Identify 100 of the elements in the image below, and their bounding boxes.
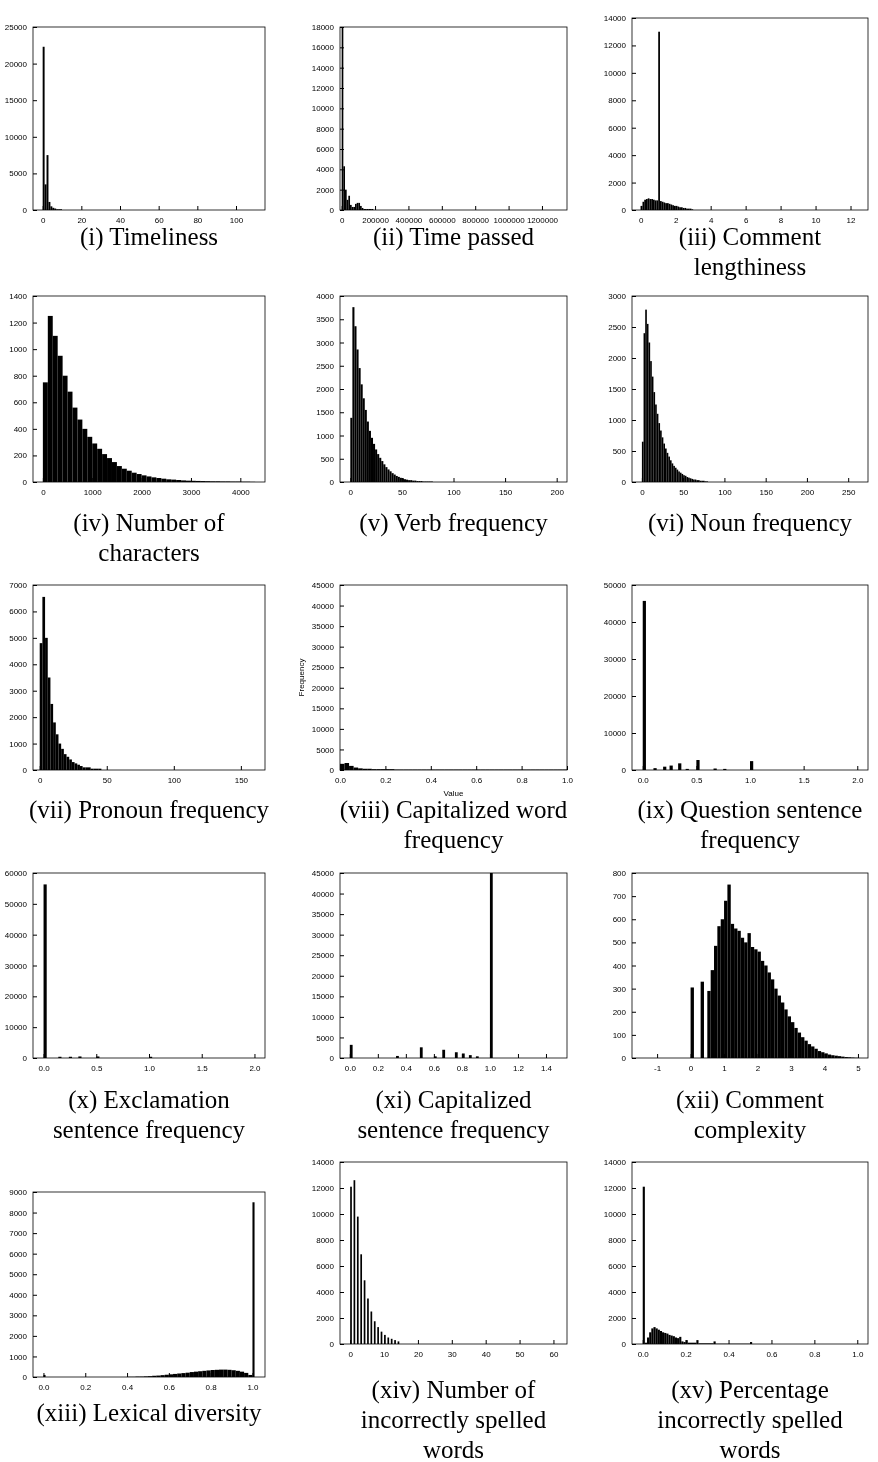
y-tick-label: 0 [621, 478, 627, 488]
y-tick-label: 5000 [9, 1270, 28, 1280]
x-tick-label: 150 [234, 775, 249, 785]
text: (vii) Pronoun frequency [27, 795, 271, 825]
x-tick-label: 2 [755, 1063, 761, 1073]
y-tick-label: 800 [612, 869, 627, 879]
y-tick-label: 2000 [316, 385, 335, 395]
y-tick-label: 0 [621, 1340, 627, 1350]
y-tick-label: 10000 [4, 1023, 28, 1033]
y-tick-label: 12000 [311, 84, 335, 94]
x-tick-label: 0.0 [38, 1382, 51, 1392]
y-tick-label: 8000 [608, 1236, 627, 1246]
y-tick-label: 5000 [9, 633, 28, 643]
x-tick-label: 1000 [83, 487, 103, 497]
y-tick-label: 35000 [311, 910, 335, 920]
y-tick-label: 6000 [608, 1262, 627, 1272]
x-tick-label: 1.0 [247, 1382, 260, 1392]
x-tick-label: 1000000 [493, 215, 526, 225]
text: (iii) Comment lengthiness [678, 223, 822, 280]
x-tick-label: 0 [639, 215, 645, 225]
y-tick-label: 12000 [603, 41, 627, 51]
x-tick-label: 1200000 [526, 215, 559, 225]
y-tick-label: 10000 [603, 68, 627, 78]
x-tick-label: 0.0 [637, 775, 650, 785]
x-tick-label: 0.0 [344, 1063, 357, 1073]
text: (xii) Comment complexity [675, 1085, 825, 1145]
x-tick-label: 150 [759, 487, 774, 497]
text: (xiii) Lexical diversity [35, 1398, 263, 1428]
y-tick-label: 4000 [9, 1290, 28, 1300]
x-tick-label: 40 [116, 215, 126, 225]
y-tick-label: 20000 [4, 992, 28, 1002]
x-tick-label: 600000 [428, 215, 457, 225]
y-tick-label: 600 [612, 915, 627, 925]
y-tick-label: 12000 [311, 1184, 335, 1194]
x-tick-label: 10 [811, 215, 822, 225]
y-tick-label: 8000 [316, 1236, 335, 1246]
x-tick-label: 0.2 [372, 1063, 385, 1073]
y-tick-label: 0 [621, 766, 627, 776]
x-tick-label: 1.0 [561, 775, 574, 785]
text: (ii) Time passed [372, 223, 535, 250]
x-tick-label: 4 [708, 215, 714, 225]
x-tick-label: 1.0 [852, 1349, 864, 1359]
y-tick-label: 6000 [9, 1249, 28, 1259]
y-tick-label: 18000 [311, 23, 335, 33]
y-tick-label: 1000 [9, 739, 28, 749]
x-tick-label: 50 [679, 487, 689, 497]
y-tick-label: 600 [13, 398, 28, 408]
x-tick-label: 0.6 [163, 1382, 176, 1392]
x-tick-label: 3 [789, 1063, 795, 1073]
y-tick-label: 0 [329, 1054, 335, 1064]
y-tick-label: 400 [13, 424, 28, 434]
x-tick-label: 0.8 [456, 1063, 469, 1073]
y-tick-label: 40000 [4, 930, 28, 940]
text: (xv) Percentage incorrectly spelled words [656, 1375, 844, 1462]
x-tick-label: 0 [688, 1063, 694, 1073]
y-tick-label: 2500 [316, 361, 335, 371]
x-tick-label: 8 [778, 215, 784, 225]
x-tick-label: 100 [229, 215, 244, 225]
y-tick-label: 40000 [311, 601, 335, 611]
x-tick-label: 50 [102, 775, 113, 785]
y-tick-label: 0 [22, 1373, 28, 1383]
y-tick-label: 30000 [311, 642, 335, 652]
x-tick-label: 1.0 [143, 1063, 156, 1073]
x-tick-label: 60 [154, 215, 165, 225]
x-tick-label: 0 [348, 1349, 354, 1359]
y-tick-label: 3000 [9, 1311, 28, 1321]
y-tick-label: 30000 [603, 655, 627, 665]
y-tick-label: 5000 [316, 745, 335, 755]
y-tick-label: 14000 [603, 14, 627, 24]
y-tick-label: 2000 [608, 178, 627, 188]
y-tick-label: 25000 [311, 663, 335, 673]
x-tick-label: 20 [77, 215, 87, 225]
x-tick-label: 0.4 [121, 1382, 134, 1392]
x-tick-label: 50 [515, 1349, 526, 1359]
y-tick-label: 2000 [316, 1314, 335, 1324]
y-tick-label: 100 [612, 1030, 627, 1040]
y-tick-label: 2500 [608, 323, 627, 333]
y-tick-label: 3000 [316, 338, 335, 348]
x-tick-label: 0 [348, 487, 354, 497]
x-tick-label: 2.0 [249, 1063, 262, 1073]
y-tick-label: 8000 [608, 96, 627, 106]
x-tick-label: 4 [822, 1063, 828, 1073]
x-tick-label: 0.2 [680, 1349, 693, 1359]
y-tick-label: 6000 [316, 1262, 335, 1272]
y-tick-label: 0 [22, 478, 28, 488]
y-tick-label: 800 [13, 371, 28, 381]
y-tick-label: 2000 [9, 713, 28, 723]
x-tick-label: 1.0 [484, 1063, 497, 1073]
x-tick-label: 0.0 [334, 775, 347, 785]
y-tick-label: 50000 [603, 581, 627, 591]
x-tick-label: 0.8 [205, 1382, 218, 1392]
x-tick-label: 4000 [231, 487, 251, 497]
y-tick-label: 7000 [9, 1229, 28, 1239]
y-tick-label: 0 [329, 478, 335, 488]
y-tick-label: 3000 [608, 292, 627, 302]
y-tick-label: 20000 [311, 683, 335, 693]
x-tick-label: 0.4 [400, 1063, 413, 1073]
y-tick-label: 10000 [311, 104, 335, 114]
y-tick-label: 1200 [9, 318, 28, 328]
x-tick-label: 0 [640, 487, 646, 497]
